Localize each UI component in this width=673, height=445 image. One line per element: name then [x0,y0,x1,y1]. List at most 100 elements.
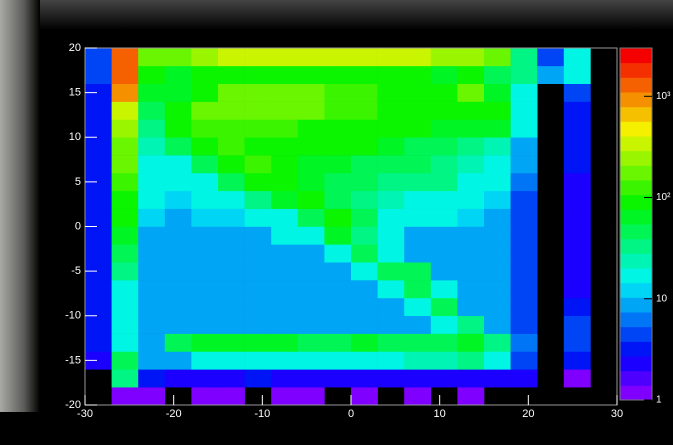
y-tick-label: 15 [69,87,81,99]
heatmap-cell [378,227,405,245]
heatmap-cell [484,209,511,227]
heatmap-cell [112,137,139,155]
heatmap-cell [245,244,272,262]
colorbar-tick-label: 1 [656,395,662,406]
heatmap-cell [138,280,165,298]
heatmap-cell [138,173,165,191]
heatmap-cell [404,155,431,173]
heatmap-cell [457,119,484,137]
heatmap-cell [431,102,458,120]
heatmap-cell [324,48,351,66]
colorbar-step [620,224,652,239]
heatmap-cell [298,280,325,298]
heatmap-cell [351,244,378,262]
heatmap-cell [298,227,325,245]
heatmap-cell [138,48,165,66]
colorbar-tick-label: 10 [656,293,668,304]
y-tick-label: -20 [65,399,81,411]
heatmap-cell [271,48,298,66]
heatmap-cell [112,298,139,316]
heatmap-cell [112,334,139,352]
heatmap-cell [457,334,484,352]
heatmap-cell [191,280,218,298]
heatmap-cell [324,262,351,280]
colorbar-tick-label: 10³ [656,91,671,102]
heatmap-cell [431,316,458,334]
heatmap-cell [165,173,192,191]
heatmap-cell [564,173,591,191]
heatmap-cell [218,173,245,191]
heatmap-cell [218,155,245,173]
y-tick-label: -5 [71,265,81,277]
heatmap-cell [218,316,245,334]
heatmap-cell [457,351,484,369]
colorbar-step [620,327,652,342]
heatmap-cell [351,119,378,137]
colorbar-step [620,239,652,254]
heatmap-cell [324,369,351,387]
heatmap-cell [457,173,484,191]
colorbar-step [620,385,652,400]
heatmap-cell [484,155,511,173]
heatmap-cell [484,280,511,298]
heatmap-cell [245,280,272,298]
heatmap-cell [245,316,272,334]
heatmap-cell [138,155,165,173]
colorbar-step [620,107,652,122]
heatmap-cell [165,244,192,262]
heatmap-cell [245,369,272,387]
heatmap-cell [218,227,245,245]
heatmap-cell [404,262,431,280]
heatmap-cell [271,155,298,173]
heatmap-cell [271,334,298,352]
heatmap-cell [165,298,192,316]
heatmap-cell [431,334,458,352]
heatmap-cell [85,280,112,298]
heatmap-cell [218,48,245,66]
heatmap-cell [324,155,351,173]
heatmap-cell [457,209,484,227]
heatmap-cell [298,387,325,405]
heatmap-cell [165,369,192,387]
heatmap-cell [298,351,325,369]
heatmap-cell [85,48,112,66]
heatmap-cell [404,173,431,191]
heatmap-cell [431,369,458,387]
heatmap-cell [298,369,325,387]
heatmap-cell [431,262,458,280]
heatmap-cell [378,119,405,137]
heatmap-cell [431,227,458,245]
heatmap-cell [378,262,405,280]
heatmap-cell [85,137,112,155]
heatmap-cell [271,262,298,280]
heatmap-cell [85,227,112,245]
heatmap-cell [85,155,112,173]
heatmap-cell [511,66,538,84]
heatmap-cell [271,102,298,120]
colorbar-step [620,356,652,371]
heatmap-cell [351,102,378,120]
heatmap-cell [351,334,378,352]
heatmap-cell [271,244,298,262]
heatmap-cell [85,298,112,316]
colorbar-step [620,151,652,166]
heatmap-cell [511,137,538,155]
heatmap-cell [191,369,218,387]
heatmap-cell [271,209,298,227]
heatmap-cell [564,191,591,209]
heatmap-cell [484,137,511,155]
heatmap-cell [404,66,431,84]
heatmap-cell [564,48,591,66]
heatmap-cell [378,137,405,155]
heatmap-cell [245,137,272,155]
x-tick-label: 10 [434,408,446,420]
heatmap-cell [218,137,245,155]
heatmap-cell [218,280,245,298]
heatmap-cell [85,244,112,262]
heatmap-cell [378,334,405,352]
heatmap-cell [431,298,458,316]
heatmap-cell [431,119,458,137]
heatmap-cell [324,209,351,227]
heatmap-cell [165,351,192,369]
heatmap-cell [138,262,165,280]
